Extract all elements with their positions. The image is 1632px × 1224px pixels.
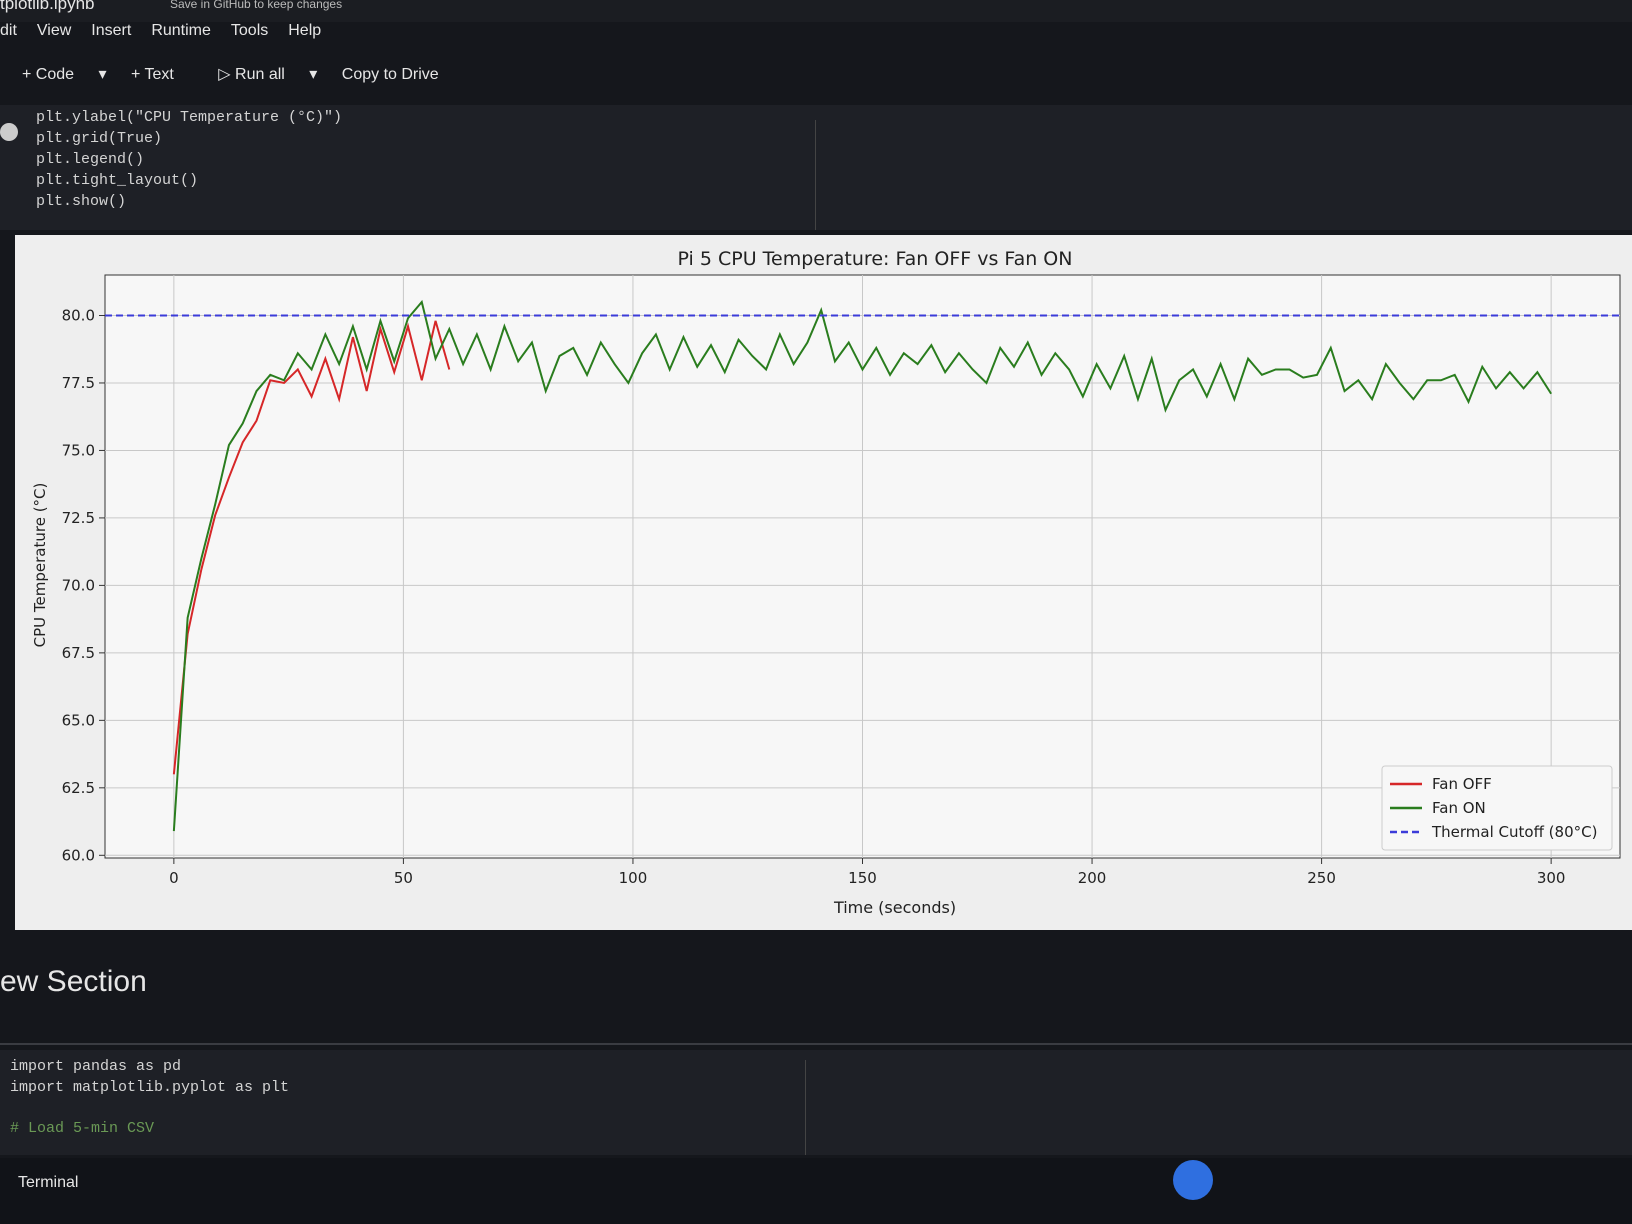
y-tick-label: 60.0 <box>62 846 95 864</box>
label: Run all <box>235 66 285 83</box>
y-axis-label: CPU Temperature (°C) <box>31 483 49 648</box>
x-tick-label: 150 <box>848 869 877 887</box>
code-line: plt.legend() <box>36 151 145 168</box>
code-line: plt.show() <box>36 193 127 210</box>
menu-item[interactable]: View <box>36 22 72 39</box>
y-tick-label: 62.5 <box>62 779 95 797</box>
divider <box>805 1060 806 1155</box>
y-tick-label: 65.0 <box>62 711 95 729</box>
y-tick-label: 70.0 <box>62 576 95 594</box>
add-code[interactable]: + Code ▾ <box>22 66 107 83</box>
section-heading: ew Section <box>0 965 147 998</box>
label: Text <box>144 66 174 83</box>
y-tick-label: 67.5 <box>62 644 95 662</box>
code-line: import matplotlib.pyplot as plt <box>10 1079 290 1096</box>
legend-label: Fan OFF <box>1432 775 1492 793</box>
run-all[interactable]: ▷ Run all ▾ <box>218 66 318 83</box>
legend-label: Fan ON <box>1432 799 1486 817</box>
menu-item[interactable]: Help <box>288 22 322 39</box>
x-tick-label: 50 <box>394 869 413 887</box>
y-tick-label: 72.5 <box>62 509 95 527</box>
menu-item[interactable]: Tools <box>230 22 269 39</box>
copy-drive[interactable]: Copy to Drive <box>341 66 439 83</box>
line-series <box>172 320 451 775</box>
x-tick-label: 200 <box>1078 869 1107 887</box>
x-axis-label: Time (seconds) <box>833 898 956 917</box>
menu-bar: dit View Insert Runtime Tools Help <box>0 22 341 40</box>
menu-item[interactable]: dit <box>0 22 17 39</box>
menu-item[interactable]: Insert <box>91 22 132 39</box>
y-tick-label: 77.5 <box>62 374 95 392</box>
save-note[interactable]: Save in GitHub to keep changes <box>170 0 343 11</box>
code-cell-2: import pandas as pd import matplotlib.py… <box>0 1050 1632 1155</box>
x-tick-label: 0 <box>169 869 179 887</box>
line-series <box>172 299 1552 832</box>
legend-label: Thermal Cutoff (80°C) <box>1431 823 1597 841</box>
code-lines: import pandas as pd import matplotlib.py… <box>10 1056 289 1139</box>
separator <box>0 1043 1632 1045</box>
y-tick-label: 75.0 <box>62 441 95 459</box>
code-line: plt.ylabel("CPU Temperature (°C)") <box>36 109 343 126</box>
gemini-button[interactable] <box>1173 1160 1213 1200</box>
x-tick-label: 250 <box>1307 869 1336 887</box>
chart: Pi 5 CPU Temperature: Fan OFF vs Fan ON … <box>15 235 1632 930</box>
run-button[interactable] <box>0 123 18 141</box>
add-text[interactable]: + Text <box>130 66 174 83</box>
x-tick-label: 300 <box>1537 869 1566 887</box>
filename[interactable]: tplotlib.ipynb <box>0 0 95 13</box>
code-lines: plt.ylabel("CPU Temperature (°C)") plt.g… <box>36 107 342 212</box>
label: Code <box>35 66 75 83</box>
code-line: plt.grid(True) <box>36 130 163 147</box>
code-comment: # Load 5-min CSV <box>10 1120 155 1137</box>
top-bar: tplotlib.ipynb Save in GitHub to keep ch… <box>0 0 1632 22</box>
divider <box>815 120 816 230</box>
terminal-button[interactable]: Terminal <box>18 1174 79 1191</box>
menu-item[interactable]: Runtime <box>151 22 211 39</box>
footer: Terminal <box>0 1158 1632 1224</box>
code-line: import pandas as pd <box>10 1058 182 1075</box>
x-tick-label: 100 <box>619 869 648 887</box>
code-cell: plt.ylabel("CPU Temperature (°C)") plt.g… <box>0 105 1632 230</box>
code-line: plt.tight_layout() <box>36 172 199 189</box>
y-tick-label: 80.0 <box>62 306 95 324</box>
toolbar: + Code ▾ + Text ▷ Run all ▾ Copy to Driv… <box>22 64 459 84</box>
legend-box <box>1381 765 1613 851</box>
chart-title: Pi 5 CPU Temperature: Fan OFF vs Fan ON <box>678 248 1073 270</box>
